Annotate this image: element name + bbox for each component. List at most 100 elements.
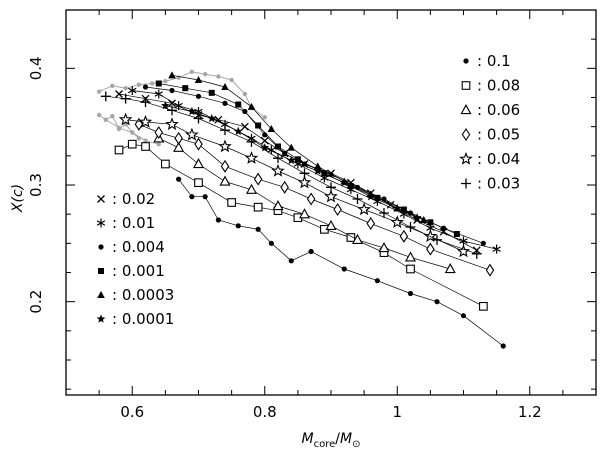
marker-shape xyxy=(406,264,415,274)
marker-shape xyxy=(427,219,434,226)
marker-shape xyxy=(267,145,276,155)
marker-shape xyxy=(114,145,124,155)
data-point xyxy=(407,290,414,297)
data-point xyxy=(400,206,407,213)
data-point xyxy=(308,248,314,255)
marker-shape xyxy=(463,58,469,64)
data-point xyxy=(419,216,428,223)
marker-shape xyxy=(260,143,270,152)
data-point xyxy=(306,192,316,206)
legend-symbol xyxy=(98,268,104,274)
marker-shape xyxy=(479,301,488,311)
data-point xyxy=(324,189,338,203)
data-point xyxy=(174,131,183,145)
data-point xyxy=(155,80,162,87)
legend-label: : 0.1 xyxy=(477,52,511,70)
marker-shape xyxy=(182,85,189,92)
legend-symbol xyxy=(461,81,471,90)
marker-shape xyxy=(189,194,195,200)
data-point xyxy=(194,137,203,151)
marker-shape xyxy=(326,182,336,193)
marker-shape xyxy=(444,263,456,274)
legend-label: : 0.001 xyxy=(112,262,165,280)
marker-shape xyxy=(247,102,256,110)
marker-shape xyxy=(480,240,486,246)
legend-label: : 0.01 xyxy=(112,214,155,232)
marker-shape xyxy=(202,194,208,200)
series-0.05 xyxy=(134,117,495,277)
data-point xyxy=(161,159,170,169)
data-point xyxy=(280,180,289,194)
marker-shape xyxy=(155,80,162,87)
marker-shape xyxy=(419,216,428,223)
data-point xyxy=(128,86,137,95)
marker-shape xyxy=(275,143,281,150)
x-tick-label: 0.8 xyxy=(253,403,277,421)
legend-entry-0.05: : 0.05 xyxy=(461,126,520,144)
marker-shape xyxy=(169,87,175,94)
data-point xyxy=(154,89,163,99)
legend-entry-0.04: : 0.04 xyxy=(459,150,520,168)
marker-shape xyxy=(187,106,197,116)
data-point xyxy=(287,143,296,151)
marker-shape xyxy=(271,163,285,177)
marker-shape xyxy=(245,183,258,194)
marker-shape xyxy=(115,90,123,98)
marker-shape xyxy=(351,233,364,244)
grey-track-point xyxy=(96,112,102,118)
data-point xyxy=(154,125,164,140)
grey-track-line xyxy=(98,71,266,118)
data-point xyxy=(426,242,435,256)
x-tick-label: 0.6 xyxy=(120,403,144,421)
data-point xyxy=(233,126,243,136)
data-point xyxy=(247,133,256,143)
marker-shape xyxy=(459,236,468,246)
data-point xyxy=(100,91,111,102)
marker-shape xyxy=(346,233,356,242)
marker-shape xyxy=(366,216,376,231)
marker-shape xyxy=(286,155,296,165)
data-point xyxy=(321,170,328,177)
grey-track-point xyxy=(216,74,221,79)
axis-ticks: 0.6 0.8 1 1.2 0.2 0.3 0.4 xyxy=(27,9,597,421)
data-point xyxy=(472,246,481,255)
data-point xyxy=(176,176,182,182)
data-point xyxy=(271,163,285,177)
marker-shape xyxy=(98,268,104,274)
marker-shape xyxy=(297,175,312,189)
x-tick-label: 1.2 xyxy=(518,403,542,421)
data-point xyxy=(485,263,495,277)
legend-label: : 0.02 xyxy=(112,190,155,208)
marker-shape xyxy=(313,162,322,170)
marker-shape xyxy=(272,200,284,211)
x-axis-label-slash: / xyxy=(335,431,340,447)
marker-shape xyxy=(407,290,414,297)
marker-shape xyxy=(141,94,150,103)
marker-shape xyxy=(98,244,104,250)
marker-shape xyxy=(268,240,274,246)
marker-shape xyxy=(218,139,232,153)
legend-symbol xyxy=(97,195,105,203)
data-point xyxy=(298,208,311,219)
marker-shape xyxy=(357,202,372,216)
series-layer xyxy=(100,71,506,349)
legend-entry-0.0001: : 0.0001 xyxy=(96,310,174,328)
data-point xyxy=(351,233,364,244)
data-point xyxy=(235,101,242,108)
data-point xyxy=(185,127,199,141)
marker-shape xyxy=(233,126,243,136)
data-point xyxy=(187,106,197,116)
grey-track-point xyxy=(143,138,148,143)
marker-shape xyxy=(127,139,137,149)
marker-shape xyxy=(472,246,481,255)
grey-track-point xyxy=(96,89,102,94)
legend-entry-0.0003: : 0.0003 xyxy=(97,286,174,304)
marker-shape xyxy=(244,151,259,164)
legend-right: : 0.1: 0.08: 0.06: 0.05: 0.04: 0.03 xyxy=(459,52,520,193)
grey-track-point xyxy=(130,130,135,135)
data-point xyxy=(244,151,259,164)
data-point xyxy=(346,233,356,242)
grey-track-point xyxy=(229,77,234,83)
legend-label: : 0.04 xyxy=(477,150,520,168)
data-point xyxy=(460,313,467,319)
